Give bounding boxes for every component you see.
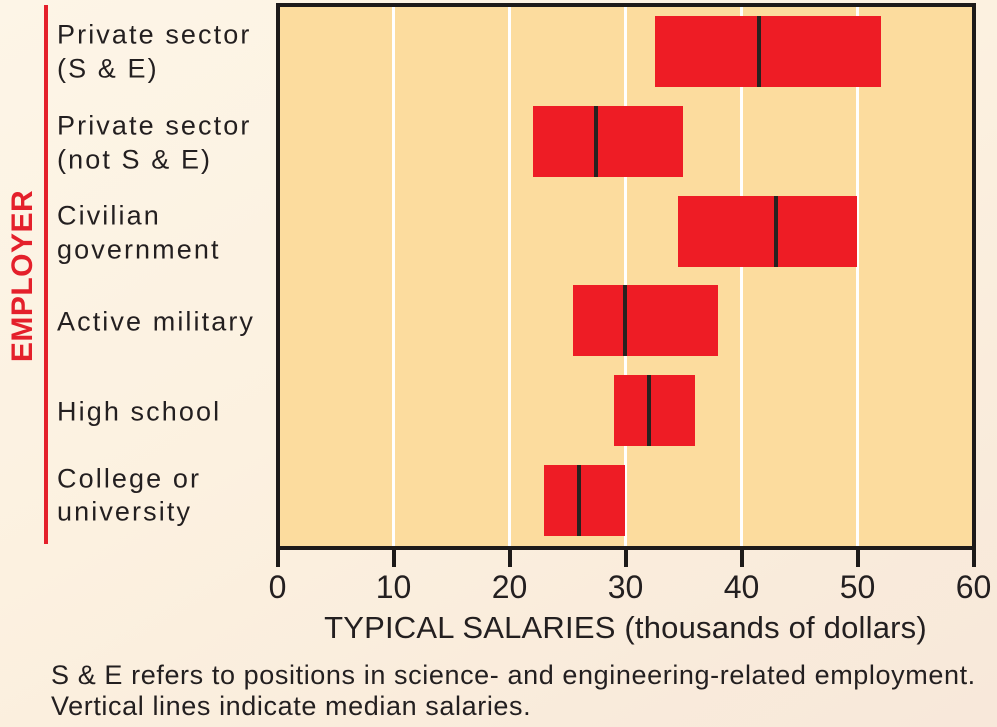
category-label-5: High school: [57, 395, 221, 429]
range-bar-5: [613, 375, 696, 447]
x-tick-0: [275, 550, 280, 567]
median-line-6: [577, 465, 582, 537]
median-line-2: [594, 105, 599, 177]
plot-area: [275, 2, 976, 550]
x-tick-30: [623, 550, 628, 567]
category-label-line: Private sector: [57, 19, 252, 50]
x-tick-label-10: 10: [375, 569, 412, 605]
x-tick-60: [971, 550, 976, 567]
category-label-6: College or university: [57, 462, 201, 529]
category-label-line: Civilian: [57, 200, 161, 231]
category-label-line: university: [57, 496, 193, 527]
x-tick-50: [855, 550, 860, 567]
median-line-4: [623, 285, 628, 357]
x-tick-20: [507, 550, 512, 567]
y-axis-accent-line: [43, 4, 48, 544]
median-line-3: [774, 195, 779, 267]
y-axis-title: EMPLOYER: [6, 189, 39, 363]
category-label-line: High school: [57, 396, 222, 426]
footnote-line-2: Vertical lines indicate median salaries.: [51, 690, 532, 721]
median-line-1: [756, 15, 761, 87]
category-label-1: Private sector (S & E): [57, 19, 251, 86]
x-axis-title: TYPICAL SALARIES (thousands of dollars): [324, 610, 927, 645]
category-label-line: College or: [57, 463, 202, 494]
gridline-10: [392, 6, 395, 546]
range-bar-1: [654, 15, 881, 87]
category-label-line: Private sector: [57, 110, 252, 141]
footnote-line-1: S & E refers to positions in science- an…: [51, 660, 976, 690]
category-label-3: Civilian government: [57, 200, 221, 267]
x-tick-label-40: 40: [723, 569, 760, 605]
x-tick-label-60: 60: [955, 569, 992, 605]
x-tick-40: [739, 550, 744, 567]
chart-footnote: S & E refers to positions in science- an…: [51, 660, 976, 721]
category-label-4: Active military: [57, 305, 255, 339]
range-bar-6: [544, 465, 626, 537]
category-label-line: government: [57, 234, 221, 265]
x-tick-label-0: 0: [268, 569, 287, 605]
category-label-line: Active military: [57, 306, 256, 337]
category-label-line: (S & E): [57, 53, 159, 84]
x-tick-10: [391, 550, 396, 567]
category-label-2: Private sector (not S & E): [57, 110, 251, 177]
gridline-20: [508, 6, 511, 546]
range-bar-4: [573, 285, 719, 357]
category-label-line: (not S & E): [57, 144, 213, 175]
range-bar-3: [677, 195, 858, 267]
gridline-30: [624, 6, 627, 546]
x-tick-label-50: 50: [839, 569, 876, 605]
range-bar-2: [532, 105, 684, 177]
x-tick-label-30: 30: [607, 569, 644, 605]
x-tick-label-20: 20: [491, 569, 528, 605]
gridline-50: [856, 6, 859, 546]
gridline-40: [740, 6, 743, 546]
median-line-5: [646, 375, 651, 447]
